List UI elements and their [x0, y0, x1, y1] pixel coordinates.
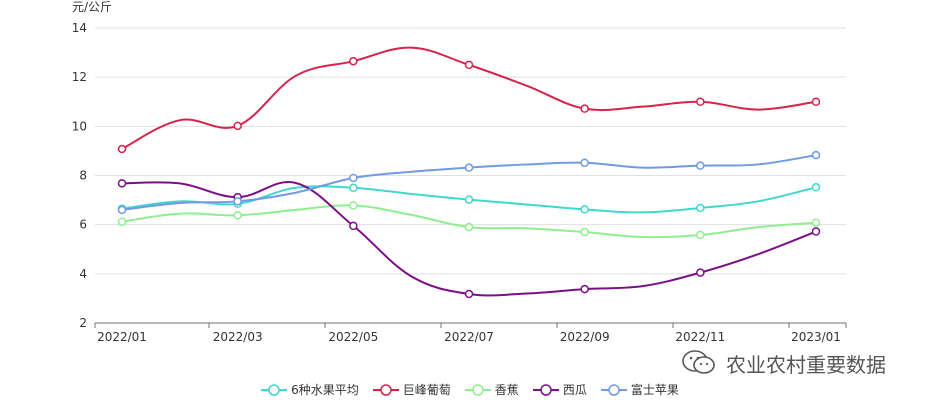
data-point[interactable] [580, 284, 589, 294]
data-point[interactable] [349, 221, 358, 231]
y-tick-label: 6 [79, 218, 87, 232]
data-point[interactable] [233, 197, 242, 206]
data-point[interactable] [811, 97, 821, 106]
legend-item[interactable]: 西瓜 [532, 381, 587, 398]
data-point[interactable] [696, 97, 705, 106]
grid-lines [95, 27, 846, 324]
data-point[interactable] [233, 211, 242, 220]
data-point[interactable] [580, 227, 589, 237]
y-axis-unit-label: 元/公斤 [72, 0, 112, 14]
data-point[interactable] [349, 56, 358, 66]
x-tick-label: 2022/11 [675, 330, 725, 344]
data-point[interactable] [580, 205, 589, 214]
data-point[interactable] [811, 150, 821, 160]
legend-label: 香蕉 [494, 383, 519, 397]
watermark-text: 农业农村重要数据 [726, 352, 886, 377]
series-group [117, 46, 821, 299]
y-tick-label: 4 [79, 267, 87, 281]
y-tick-label: 8 [79, 169, 87, 183]
y-tick-label: 2 [79, 316, 87, 330]
legend-label: 富士苹果 [630, 383, 679, 397]
data-point[interactable] [811, 218, 821, 227]
x-tick-label: 2022/03 [213, 330, 263, 344]
x-tick-label: 2022/05 [328, 330, 378, 344]
data-point[interactable] [696, 161, 705, 170]
data-point[interactable] [464, 195, 474, 204]
series-巨峰葡萄 [117, 46, 821, 154]
series-line [121, 204, 817, 239]
series-富士苹果 [117, 150, 821, 215]
data-point[interactable] [117, 205, 127, 215]
data-point[interactable] [696, 268, 705, 277]
legend-item[interactable]: 富士苹果 [600, 381, 679, 398]
data-point[interactable] [349, 173, 358, 183]
x-tick-label: 2022/07 [444, 330, 494, 344]
legend-label: 6种水果平均 [291, 383, 359, 397]
legend-swatch-icon [600, 383, 627, 396]
y-tick-label: 10 [72, 119, 87, 133]
y-axis-tick-labels: 2 4 6 8 10 12 14 [72, 21, 87, 330]
data-point[interactable] [696, 203, 705, 213]
watermark: 农业农村重要数据 [680, 348, 886, 378]
y-tick-label: 14 [72, 21, 87, 35]
data-point[interactable] [117, 179, 127, 188]
data-point[interactable] [349, 201, 358, 210]
data-point[interactable] [811, 183, 821, 192]
data-point[interactable] [117, 144, 127, 154]
x-tick-label: 2023/01 [791, 330, 841, 344]
legend-label: 巨峰葡萄 [402, 383, 451, 397]
x-tick-label: 2022/01 [97, 330, 147, 344]
legend-item[interactable]: 6种水果平均 [261, 381, 359, 398]
series-香蕉 [117, 201, 821, 240]
data-point[interactable] [464, 289, 474, 299]
y-tick-label: 12 [72, 70, 87, 84]
legend-swatch-icon [532, 383, 559, 396]
series-6种水果平均 [117, 183, 821, 214]
data-point[interactable] [464, 163, 474, 172]
legend-swatch-icon [372, 383, 399, 396]
legend-swatch-icon [261, 383, 288, 396]
legend-swatch-icon [464, 383, 491, 396]
legend-item[interactable]: 香蕉 [464, 381, 519, 398]
data-point[interactable] [811, 227, 821, 236]
x-axis: 2022/01 2022/03 2022/05 2022/07 2022/09 2022/… [94, 322, 847, 344]
data-point[interactable] [349, 183, 358, 193]
data-point[interactable] [464, 222, 474, 232]
legend-label: 西瓜 [562, 383, 587, 397]
data-point[interactable] [117, 217, 127, 226]
wechat-icon [682, 350, 715, 374]
legend-item[interactable]: 巨峰葡萄 [372, 381, 451, 398]
data-point[interactable] [580, 158, 589, 167]
data-point[interactable] [696, 230, 705, 240]
data-point[interactable] [464, 60, 474, 70]
data-point[interactable] [233, 121, 242, 131]
x-tick-label: 2022/09 [560, 330, 610, 344]
legend: 6种水果平均 巨峰葡萄 香蕉 西瓜 富士苹果 [0, 381, 940, 398]
data-point[interactable] [580, 104, 589, 113]
